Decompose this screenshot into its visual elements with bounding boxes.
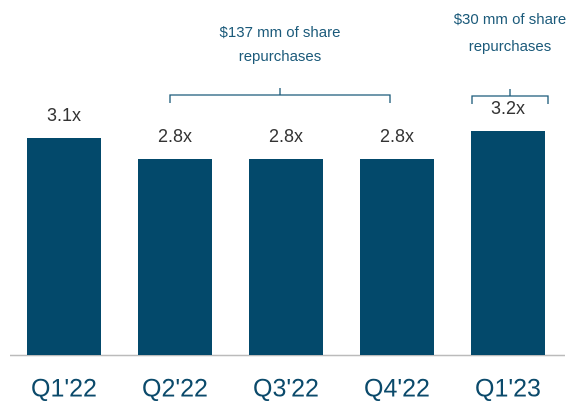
bracket [169,88,391,103]
bar [138,159,212,355]
x-tick-label: Q1'23 [475,375,541,403]
bracket [471,89,549,104]
x-tick-label: Q4'22 [364,375,430,403]
x-tick-label: Q3'22 [253,375,319,403]
data-label: 2.8x [158,126,192,146]
annotation: $30 mm of share [454,11,567,28]
annotation: $137 mm of share [220,24,341,41]
data-label: 3.2x [491,98,525,118]
data-label: 3.1x [47,105,81,125]
bar [471,131,545,355]
bar [249,159,323,355]
bar [27,138,101,355]
annotation: repurchases [469,38,552,55]
annotation: repurchases [239,48,322,65]
data-label: 2.8x [269,126,303,146]
x-tick-label: Q2'22 [142,375,208,403]
bar [360,159,434,355]
x-tick-label: Q1'22 [31,375,97,403]
data-label: 2.8x [380,126,414,146]
